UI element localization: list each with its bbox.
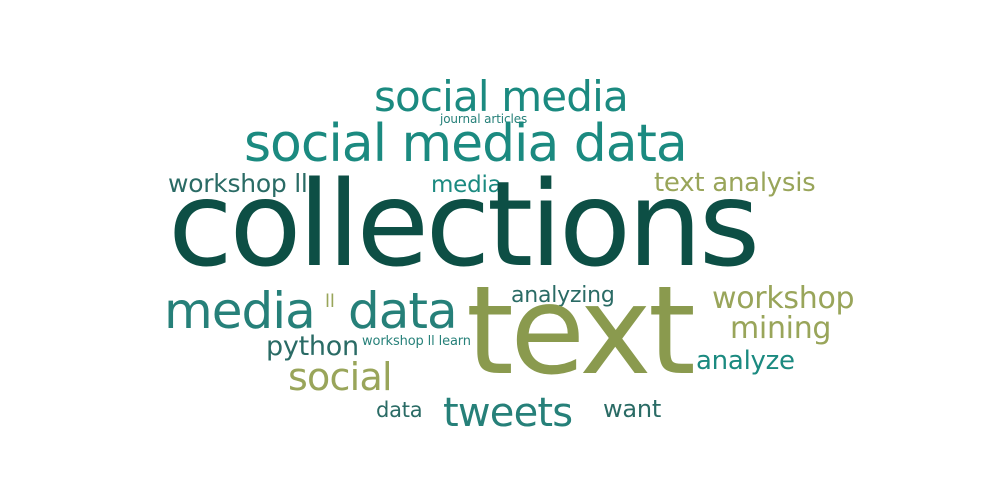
word-text-analysis: text analysis [654, 168, 816, 198]
word-workshop-ll: workshop ll [168, 169, 308, 198]
word-social: social [288, 355, 393, 399]
word-data-small: data [376, 398, 423, 422]
word-ll: ll [325, 291, 335, 312]
word-social-media-data: social media data [244, 114, 688, 174]
word-want: want [603, 395, 661, 423]
word-workshop-ll-learn: workshop ll learn [362, 334, 471, 349]
word-text: text [466, 260, 696, 402]
word-data: data [348, 282, 458, 340]
word-analyzing: analyzing [511, 283, 615, 308]
word-collections: collections [168, 155, 760, 293]
word-media: media [164, 282, 316, 340]
word-media-small: media [431, 172, 502, 198]
word-social-media: social media [374, 72, 629, 121]
word-analyze: analyze [696, 346, 795, 376]
word-python: python [266, 331, 359, 362]
word-workshop: workshop [712, 281, 855, 316]
word-mining: mining [730, 311, 832, 346]
word-journal-articles: journal articles [440, 112, 528, 126]
word-tweets: tweets [443, 390, 573, 436]
